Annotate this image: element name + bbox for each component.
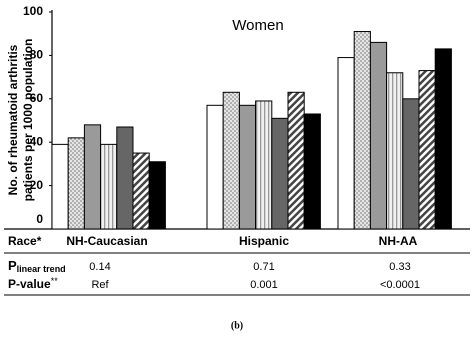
table-cell: 0.14 — [89, 261, 110, 273]
bar — [418, 70, 436, 230]
bar — [206, 104, 224, 230]
table-cell: 0.71 — [253, 261, 274, 273]
bar — [100, 143, 118, 230]
x-tick-label: NH-Caucasian — [66, 234, 147, 248]
table-cell: 0.33 — [389, 261, 410, 273]
bar — [51, 143, 69, 230]
y-tick-label: 100 — [23, 4, 43, 18]
row-label-sup: ** — [51, 276, 59, 286]
bar — [238, 104, 257, 230]
y-tick-label: 40 — [30, 134, 44, 148]
bar — [434, 48, 452, 230]
y-tick-label: 20 — [30, 178, 44, 192]
row-label-main: P — [8, 258, 17, 273]
bar — [116, 126, 134, 230]
y-axis-label: No. of rheumatoid arthritis — [6, 44, 20, 195]
bar — [83, 124, 102, 230]
y-tick-label: 60 — [30, 91, 44, 105]
bar — [67, 137, 85, 230]
table-header: Race* — [8, 234, 42, 248]
row-label: P-value** — [8, 276, 58, 291]
bar — [132, 152, 150, 230]
caption: (b) — [231, 320, 243, 331]
row-label: Plinear trend — [8, 258, 66, 274]
bar — [337, 57, 355, 230]
y-tick-label: 80 — [30, 48, 44, 62]
table-cell: Ref — [91, 279, 109, 291]
bar — [402, 98, 420, 230]
bar — [148, 161, 166, 230]
bar — [303, 113, 321, 230]
bar — [255, 100, 273, 230]
row-label-sub: linear trend — [17, 264, 66, 274]
chart-title: Women — [232, 17, 283, 34]
table-cell: <0.0001 — [380, 279, 420, 291]
bar — [353, 31, 371, 230]
bar — [369, 41, 388, 230]
bar — [287, 91, 305, 230]
bar — [386, 72, 404, 230]
x-tick-label: Hispanic — [239, 234, 289, 248]
y-axis-label: patients per 1000 population — [21, 39, 35, 202]
bar — [222, 91, 240, 230]
y-tick-label: 0 — [36, 212, 43, 226]
x-tick-label: NH-AA — [379, 234, 418, 248]
row-label-main: P-value — [8, 277, 51, 291]
bar — [271, 117, 289, 230]
table-cell: 0.001 — [250, 279, 278, 291]
